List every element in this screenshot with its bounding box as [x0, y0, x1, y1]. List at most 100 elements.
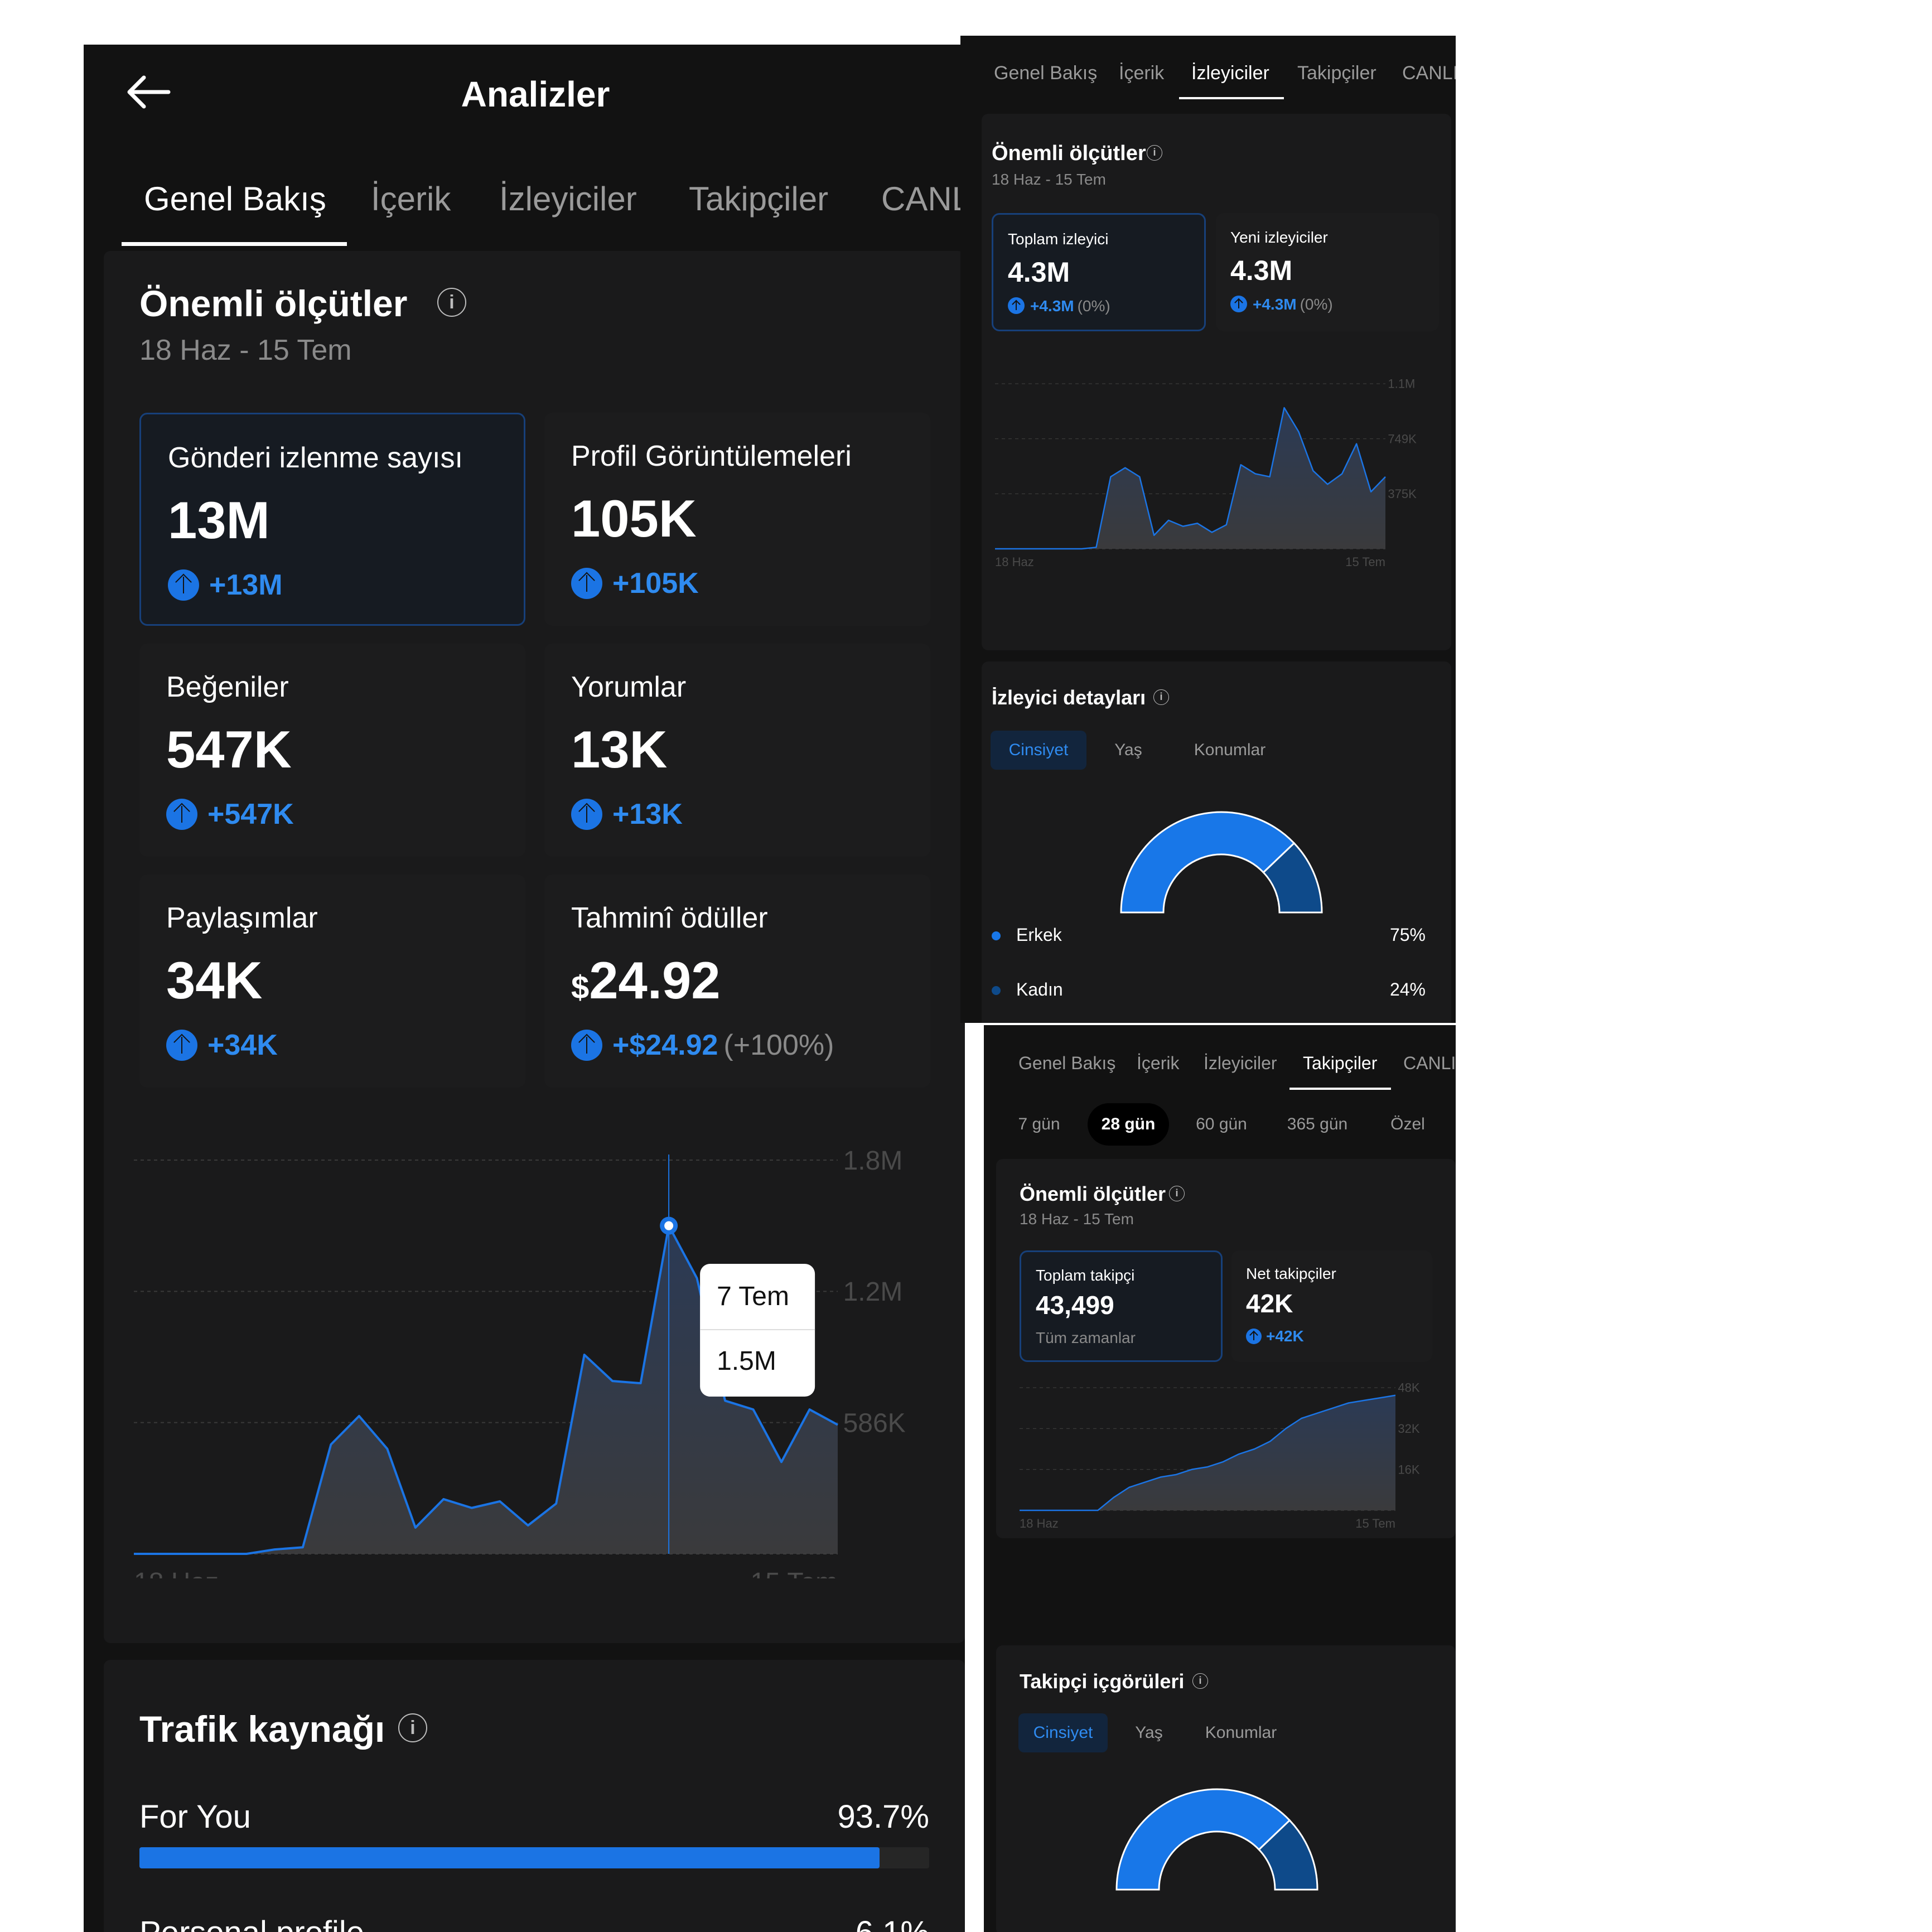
metric-delta-group: +$24.92 (+100%) [612, 1028, 834, 1062]
metric-card-total-viewers[interactable]: Toplam izleyici 4.3M +4.3M (0%) [992, 213, 1206, 331]
key-metrics-title: Önemli ölçütler [1020, 1182, 1166, 1205]
gender-gauge [1115, 1788, 1318, 1891]
x-tick-label: 15 Tem [1355, 1516, 1395, 1530]
x-tick-label: 18 Haz [1020, 1516, 1059, 1530]
range-365-days[interactable]: 365 gün [1287, 1115, 1348, 1133]
metric-value: 34K [166, 951, 263, 1010]
x-tick-label: 15 Tem [1345, 555, 1385, 569]
tab-viewers[interactable]: İzleyiciler [499, 180, 637, 218]
back-arrow-icon[interactable] [123, 74, 173, 113]
info-icon[interactable]: i [1169, 1186, 1185, 1201]
y-tick-label: 32K [1398, 1422, 1419, 1436]
tab-gender[interactable]: Cinsiyet [1018, 1713, 1108, 1752]
gauge-segment-male [1115, 1788, 1291, 1891]
range-60-days[interactable]: 60 gün [1196, 1115, 1247, 1133]
metric-value: 547K [166, 720, 292, 779]
y-tick-label: 1.2M [843, 1277, 903, 1307]
legend-dot-male [992, 931, 1001, 940]
date-range: 18 Haz - 15 Tem [1020, 1210, 1134, 1228]
x-tick-label: 18 Haz [995, 555, 1034, 569]
tab-followers[interactable]: Takipçiler [1303, 1053, 1378, 1073]
metric-label: Yorumlar [571, 671, 687, 703]
followers-chart[interactable]: 16K 32K 48K 18 Haz 15 Tem [996, 1371, 1456, 1533]
metric-delta: +105K [612, 567, 699, 600]
tab-live[interactable]: CANLI [881, 180, 965, 218]
tab-locations[interactable]: Konumlar [1205, 1723, 1277, 1742]
metric-card-new-viewers[interactable]: Yeni izleyiciler 4.3M +4.3M (0%) [1216, 213, 1439, 331]
range-custom[interactable]: Özel [1390, 1115, 1425, 1133]
metric-value: 13M [168, 491, 270, 549]
date-range: 18 Haz - 15 Tem [139, 334, 352, 366]
arrow-up-icon [1246, 1329, 1262, 1344]
tab-live[interactable]: CANLI [1402, 62, 1456, 84]
tab-content[interactable]: İçerik [371, 180, 451, 218]
metric-card-likes[interactable]: Beğeniler 547K +547K [139, 644, 525, 857]
tab-followers[interactable]: Takipçiler [1297, 62, 1376, 84]
metric-value: 42K [1246, 1289, 1293, 1318]
tab-locations[interactable]: Konumlar [1194, 741, 1266, 759]
tab-viewers[interactable]: İzleyiciler [1204, 1053, 1277, 1073]
tab-content[interactable]: İçerik [1119, 62, 1165, 84]
key-metrics-card: Önemli ölçütler i 18 Haz - 15 Tem Toplam… [996, 1159, 1456, 1538]
metric-card-comments[interactable]: Yorumlar 13K +13K [544, 644, 930, 857]
info-icon[interactable]: i [398, 1713, 427, 1742]
metric-card-total-followers[interactable]: Toplam takipçi 43,499 Tüm zamanlar [1020, 1250, 1223, 1362]
tab-overview[interactable]: Genel Bakış [144, 180, 326, 218]
tab-age[interactable]: Yaş [1114, 741, 1142, 759]
metric-value: 43,499 [1036, 1291, 1114, 1320]
metric-card-estimated-rewards[interactable]: Tahminî ödüller $24.92 +$24.92 (+100%) [544, 875, 930, 1088]
series-area [1020, 1395, 1395, 1510]
tab-overview[interactable]: Genel Bakış [1018, 1053, 1116, 1073]
metric-delta-group: +4.3M (0%) [1253, 296, 1333, 313]
viewers-panel: Genel Bakış İçerik İzleyiciler Takipçile… [960, 36, 1456, 1023]
info-icon[interactable]: i [1147, 145, 1162, 161]
metric-card-post-views[interactable]: Gönderi izlenme sayısı 13M +13M [139, 413, 525, 626]
tab-gender[interactable]: Cinsiyet [991, 731, 1086, 770]
series-area [134, 1225, 838, 1554]
metric-label: Toplam izleyici [1008, 230, 1109, 248]
metric-value: 24.92 [589, 951, 721, 1010]
y-tick-label: 48K [1398, 1381, 1419, 1395]
range-7-days[interactable]: 7 gün [1018, 1115, 1060, 1133]
x-tick-label: 18 Haz [134, 1568, 219, 1578]
tab-live[interactable]: CANLI [1403, 1053, 1456, 1073]
legend-label-male: Erkek [1016, 925, 1062, 945]
key-metrics-title: Önemli ölçütler [139, 283, 408, 324]
tab-content[interactable]: İçerik [1137, 1053, 1180, 1073]
y-tick-label: 1.8M [843, 1146, 903, 1176]
info-icon[interactable]: i [437, 288, 466, 317]
tab-followers[interactable]: Takipçiler [689, 180, 829, 218]
y-tick-label: 375K [1388, 487, 1417, 501]
active-tab-indicator [1179, 97, 1284, 99]
currency-symbol: $ [571, 969, 590, 1006]
y-tick-label: 749K [1388, 432, 1417, 446]
info-icon[interactable]: i [1153, 689, 1169, 705]
metric-card-net-followers[interactable]: Net takipçiler 42K +42K [1231, 1250, 1432, 1362]
post-views-chart[interactable]: 586K 1.2M 1.8M 18 Haz 15 Tem 7 Tem 1.5M [104, 1132, 965, 1578]
metric-note: Tüm zamanlar [1036, 1329, 1136, 1346]
gauge-segment-female [1258, 1819, 1318, 1891]
traffic-label-personal-profile: Personal profile [139, 1914, 364, 1932]
metric-card-shares[interactable]: Paylaşımlar 34K +34K [139, 875, 525, 1088]
metric-card-profile-views[interactable]: Profil Görüntülemeleri 105K +105K [544, 413, 930, 626]
info-icon[interactable]: i [1192, 1673, 1208, 1689]
tab-overview[interactable]: Genel Bakış [994, 62, 1098, 84]
range-28-days[interactable]: 28 gün [1088, 1103, 1169, 1146]
arrow-up-icon [571, 1030, 602, 1061]
y-tick-label: 16K [1398, 1462, 1419, 1476]
metric-label: Toplam takipçi [1036, 1267, 1135, 1284]
arrow-up-icon [571, 568, 602, 599]
metric-delta: +4.3M [1030, 297, 1074, 315]
viewers-chart[interactable]: 375K 749K 1.1M 18 Haz 15 Tem [982, 348, 1451, 638]
traffic-title: Trafik kaynağı [139, 1708, 385, 1750]
overview-panel: Analizler Genel Bakış İçerik İzleyiciler… [84, 45, 965, 1932]
series-line [1020, 1394, 1396, 1511]
follower-insights-card: Takipçi içgörüleri i Cinsiyet Yaş Konuml… [996, 1645, 1456, 1932]
tab-age[interactable]: Yaş [1135, 1723, 1163, 1742]
viewer-details-title: İzleyici detayları [992, 686, 1146, 709]
metric-delta: +547K [207, 798, 294, 830]
metric-label: Paylaşımlar [166, 902, 318, 934]
metric-value: 4.3M [1008, 257, 1070, 288]
arrow-up-icon [1230, 296, 1247, 312]
tab-viewers[interactable]: İzleyiciler [1191, 62, 1269, 84]
